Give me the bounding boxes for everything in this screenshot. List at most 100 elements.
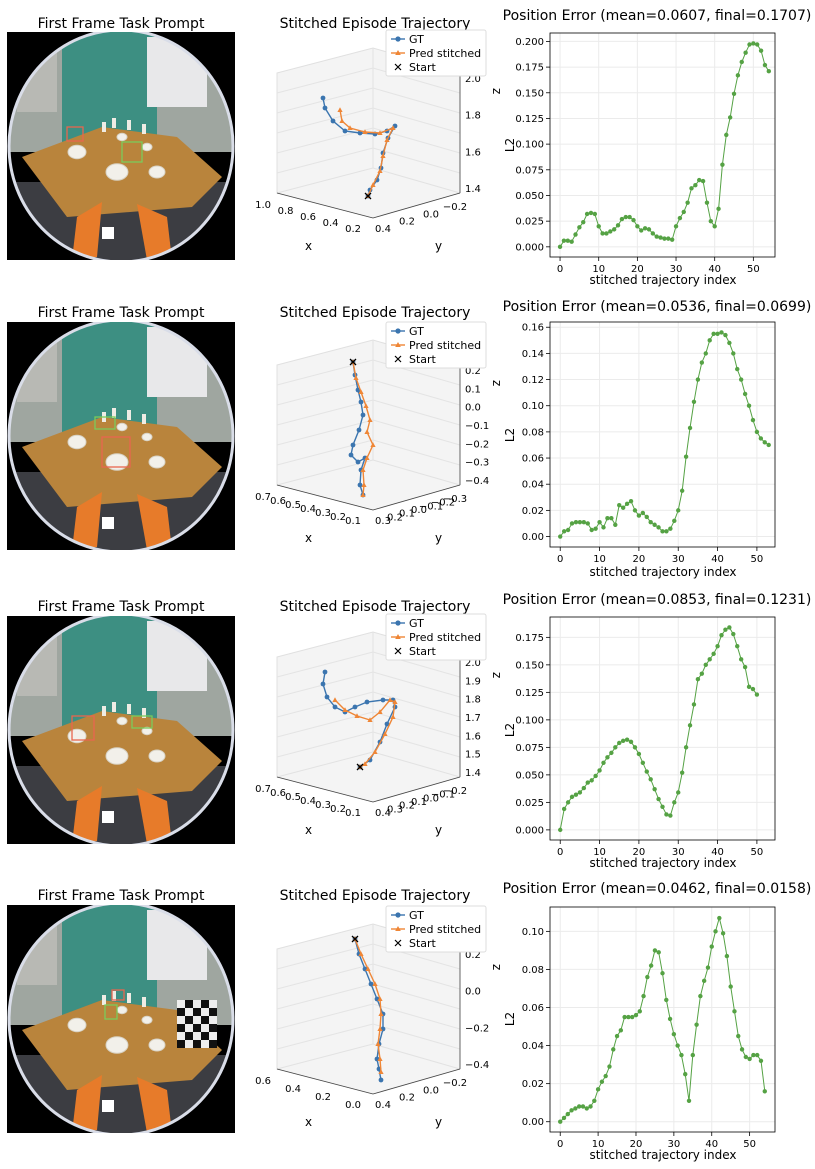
plot-frame	[549, 906, 776, 1133]
y-tick-label: 0.00	[522, 532, 544, 543]
error-line	[559, 916, 766, 1123]
z-tick-label: 1.9	[465, 676, 481, 687]
pred-point	[377, 130, 383, 135]
gt-point	[322, 669, 328, 675]
error-point	[750, 686, 756, 692]
error-point	[669, 237, 675, 242]
chart-title: Position Error (mean=0.0536, final=0.069…	[503, 299, 812, 315]
error-point	[561, 1115, 567, 1121]
x-tick-label: 0.2	[330, 512, 346, 523]
error-point	[700, 178, 706, 184]
error-point	[648, 777, 653, 782]
pred-point	[377, 168, 383, 173]
x-tick-label: 40	[708, 264, 721, 275]
error-point	[746, 684, 752, 690]
y-tick-label: 0.025	[515, 798, 544, 809]
legend-pred: Pred stitched	[409, 631, 481, 644]
error-point	[697, 177, 702, 183]
error-point	[660, 804, 665, 809]
y-tick-label: −0.3	[443, 494, 467, 505]
legend-gt: GT	[409, 617, 424, 630]
error-point	[593, 773, 598, 779]
error-point	[754, 429, 760, 435]
pred-point	[377, 709, 383, 714]
error-point	[724, 132, 729, 138]
y-tick-label: 0.04	[522, 1041, 544, 1052]
pred-point	[362, 129, 368, 134]
error-point	[617, 502, 622, 508]
error-point	[628, 739, 634, 745]
x-axis-label: x	[305, 1115, 312, 1129]
error-point	[705, 965, 711, 970]
error-point	[652, 786, 657, 792]
error-point	[646, 227, 652, 232]
error-point	[654, 234, 659, 239]
error-point	[577, 225, 582, 230]
error-point	[727, 340, 732, 346]
error-point	[747, 1056, 752, 1062]
trajectory-title: Stitched Episode Trajectory	[279, 888, 471, 904]
x-tick-label: 0	[557, 1139, 563, 1150]
y-tick-label: 0.175	[515, 633, 544, 644]
error-point	[569, 239, 574, 244]
error-point	[668, 813, 673, 818]
plot-frame	[549, 32, 776, 258]
x-tick-label: 0.5	[285, 500, 301, 511]
x-tick-label: 0.3	[315, 800, 331, 811]
error-point	[687, 723, 693, 728]
error-point	[565, 527, 571, 533]
error-point	[656, 525, 661, 530]
y-tick-label: 0.04	[522, 480, 544, 491]
z-tick-label: 1.8	[465, 695, 481, 706]
error-point	[580, 1104, 586, 1109]
error-point	[762, 1089, 767, 1094]
y-tick-label: 0.000	[515, 825, 544, 836]
error-point	[656, 950, 661, 955]
pred-point	[377, 1056, 383, 1061]
pred-point	[358, 951, 364, 956]
error-point	[624, 501, 630, 507]
error-point	[565, 238, 570, 243]
pred-point	[380, 153, 386, 158]
z-axis-label: z	[490, 88, 504, 94]
y-tick-label: 0.08	[522, 427, 544, 438]
error-point	[762, 62, 768, 68]
error-point	[673, 224, 679, 229]
error-point	[731, 351, 736, 356]
pred-point	[362, 761, 368, 766]
gt-point	[378, 1077, 384, 1083]
position-error-chart: Position Error (mean=0.0536, final=0.069…	[503, 299, 812, 579]
x-tick-label: 0.3	[315, 508, 331, 519]
error-point	[671, 1031, 677, 1037]
error-point	[690, 1052, 696, 1058]
error-point	[581, 519, 587, 525]
x-tick-label: 0.2	[315, 1092, 331, 1103]
y-tick-label: 0.3	[375, 516, 391, 527]
gt-point	[330, 118, 336, 124]
y-tick-label: 0.150	[515, 88, 544, 99]
pred-point	[347, 125, 353, 130]
pred-point	[367, 417, 373, 422]
error-point	[652, 522, 657, 527]
z-tick-label: 1.7	[465, 713, 481, 724]
error-point	[747, 42, 752, 47]
x-axis-label: stitched trajectory index	[589, 565, 736, 579]
error-point	[723, 332, 728, 338]
y-tick-label: 0.12	[522, 375, 544, 386]
gt-point	[342, 128, 348, 134]
x-tick-label: 0	[557, 847, 563, 858]
error-point	[715, 643, 720, 649]
error-point	[561, 238, 567, 243]
x-axis-label: x	[305, 823, 312, 837]
error-point	[675, 1043, 680, 1048]
x-tick-label: 0	[557, 554, 563, 565]
error-point	[644, 514, 649, 520]
y-axis-label: y	[435, 239, 442, 253]
legend-start: Start	[409, 937, 437, 950]
y-tick-label: 0.06	[522, 1003, 544, 1014]
x-tick-label: 10	[593, 847, 606, 858]
error-point	[708, 218, 714, 224]
y-tick-label: −0.1	[431, 790, 455, 801]
error-point	[585, 780, 590, 785]
z-tick-label: 2.0	[465, 74, 481, 85]
